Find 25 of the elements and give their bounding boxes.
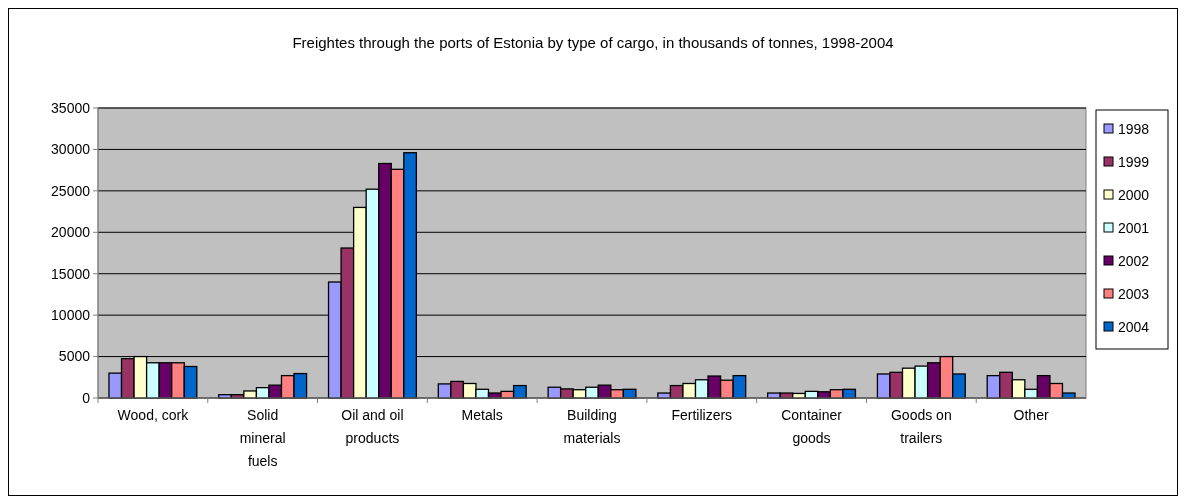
y-tick-label: 5000 <box>58 348 91 365</box>
legend-label: 1998 <box>1118 121 1150 137</box>
y-tick-label: 30000 <box>51 141 91 158</box>
chart-title: Freightes through the ports of Estonia by type of cargo, in thousands of tonnes, 1998-2004 <box>292 34 894 51</box>
y-tick-label: 25000 <box>51 182 91 199</box>
y-tick-label: 35000 <box>51 99 91 116</box>
x-tick-label: Container goods <box>781 407 843 446</box>
x-tick-label: Building materials <box>563 407 621 446</box>
legend-label: 2002 <box>1118 253 1150 269</box>
legend-label: 2000 <box>1118 187 1150 203</box>
x-tick-label: Metals <box>461 407 503 423</box>
legend-label: 2001 <box>1118 220 1150 236</box>
x-tick-label: Fertilizers <box>671 407 733 423</box>
y-tick-label: 20000 <box>51 224 91 241</box>
x-tick-label: Solid mineral fuels <box>239 407 286 469</box>
legend-label: 2003 <box>1118 286 1150 302</box>
x-tick-label: Goods on trailers <box>890 407 952 446</box>
y-tick-label: 15000 <box>51 265 91 282</box>
legend-label: 1999 <box>1118 154 1150 170</box>
x-tick-label: Oil and oil products <box>341 407 404 446</box>
x-tick-label: Other <box>1013 407 1049 423</box>
y-tick-label: 10000 <box>51 307 91 324</box>
legend-label: 2004 <box>1118 319 1150 335</box>
y-tick-label: 0 <box>82 389 91 406</box>
x-tick-label: Wood, cork <box>117 407 190 423</box>
